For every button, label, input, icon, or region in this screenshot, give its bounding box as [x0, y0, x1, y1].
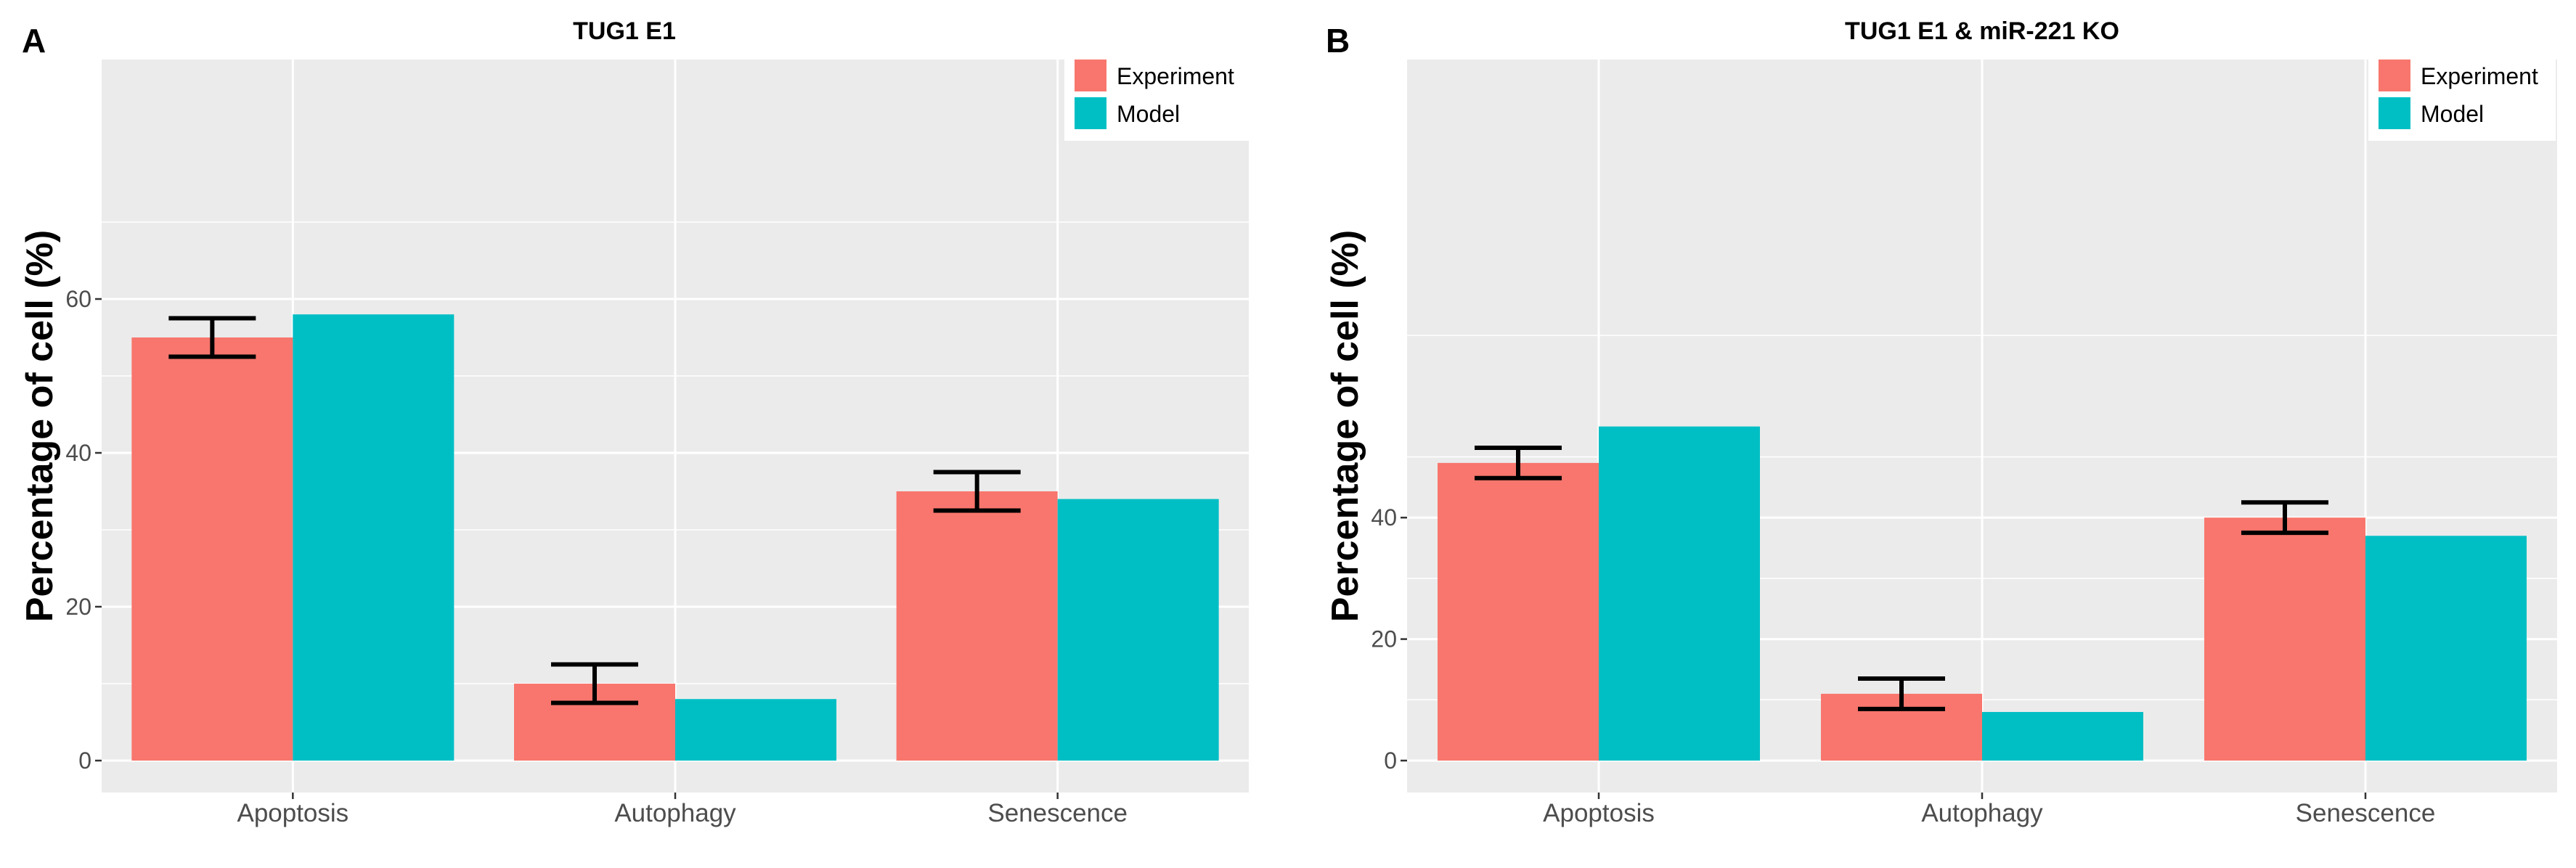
legend-key-experiment — [1075, 60, 1106, 91]
panel-a: A TUG1 E1 0 20 40 60 Apoptosis Autophagy Senesce… — [19, 17, 1252, 827]
bar-experiment-senescence — [2204, 517, 2365, 761]
x-tick-label: Apoptosis — [1543, 799, 1655, 827]
error-bar — [1858, 676, 1945, 711]
error-bar — [1475, 445, 1562, 480]
legend-key-model — [2379, 97, 2410, 129]
y-tick-label: 20 — [1371, 626, 1397, 652]
error-bar — [2241, 500, 2328, 536]
legend-label-model: Model — [2421, 101, 2484, 127]
error-bar — [933, 470, 1021, 513]
legend: Experiment Model — [1064, 55, 1252, 141]
y-tick-label: 20 — [65, 594, 91, 620]
bar-experiment-apoptosis — [131, 337, 293, 761]
y-tick-label: 0 — [78, 748, 91, 774]
panel-label: B — [1326, 22, 1350, 60]
y-axis-label: Percentage of cell (%) — [1324, 230, 1366, 622]
bar-model-senescence — [2365, 536, 2527, 761]
y-tick-label: 40 — [1371, 504, 1397, 531]
y-tick-label: 0 — [1384, 748, 1397, 774]
bar-experiment-apoptosis — [1438, 462, 1599, 761]
legend: Experiment Model — [2368, 55, 2556, 141]
bar-model-autophagy — [675, 699, 836, 761]
legend-label-model: Model — [1117, 101, 1180, 127]
y-tick-label: 60 — [65, 286, 91, 312]
chart-title: TUG1 E1 — [573, 17, 676, 45]
legend-key-experiment — [2379, 60, 2410, 91]
error-bar — [168, 316, 256, 359]
x-tick-label: Autophagy — [614, 799, 736, 827]
bar-experiment-senescence — [896, 491, 1058, 761]
legend-label-experiment: Experiment — [2421, 63, 2538, 89]
bar-model-autophagy — [1982, 712, 2143, 761]
x-tick-label: Senescence — [987, 799, 1128, 827]
x-tick-label: Apoptosis — [237, 799, 349, 827]
x-tick-label: Autophagy — [1921, 799, 2043, 827]
legend-label-experiment: Experiment — [1117, 63, 1234, 89]
bar-model-senescence — [1057, 499, 1219, 761]
panel-label: A — [22, 22, 46, 60]
legend-key-model — [1075, 97, 1106, 129]
panel-b: B TUG1 E1 & miR-221 KO 0 20 40 Apoptosis Autop… — [1324, 17, 2557, 827]
y-tick-label: 40 — [65, 440, 91, 466]
y-axis-label: Percentage of cell (%) — [19, 230, 61, 622]
bar-model-apoptosis — [293, 314, 455, 761]
x-tick-label: Senescence — [2296, 799, 2436, 827]
error-bar — [551, 662, 638, 705]
chart-title: TUG1 E1 & miR-221 KO — [1845, 17, 2119, 45]
bar-model-apoptosis — [1599, 426, 1760, 761]
